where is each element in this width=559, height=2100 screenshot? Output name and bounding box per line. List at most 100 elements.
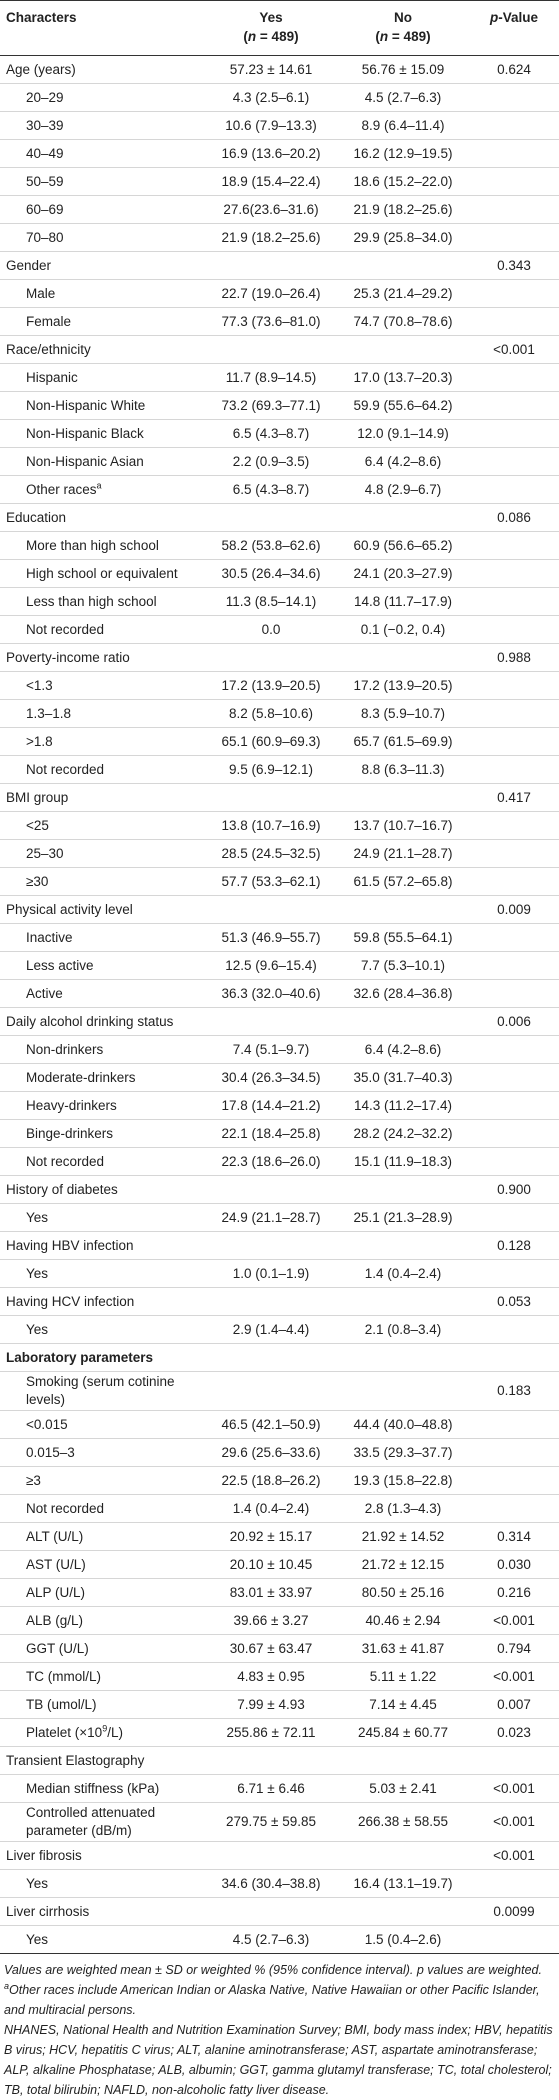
table-row: Binge-drinkers 22.1 (18.4–25.8) 28.2 (24.2… — [0, 1120, 559, 1148]
yes-value: 17.8 (14.4–21.2) — [205, 1092, 337, 1120]
text: 1.4 (0.4–2.4) — [364, 1265, 442, 1281]
text: 16.4 (13.1–19.7) — [353, 1875, 453, 1891]
text: 17.2 (13.9–20.5) — [221, 677, 321, 693]
text: 22.5 (18.8–26.2) — [221, 1472, 321, 1488]
text: 32.6 (28.4–36.8) — [353, 985, 453, 1001]
no-value — [337, 896, 469, 924]
text: 22.7 (19.0–26.4) — [221, 285, 321, 301]
yes-value: 57.7 (53.3–62.1) — [205, 868, 337, 896]
p-value: 0.128 — [469, 1232, 559, 1260]
table-row: Median stiffness (kPa) 6.71 ± 6.46 5.03 ± … — [0, 1775, 559, 1803]
no-value — [337, 1232, 469, 1260]
yes-value: 36.3 (32.0–40.6) — [205, 980, 337, 1008]
text: 266.38 ± 58.55 — [358, 1814, 448, 1829]
row-label: Non-Hispanic White — [0, 392, 205, 420]
no-value — [337, 252, 469, 280]
p-value — [469, 868, 559, 896]
text: 15.1 (11.9–18.3) — [353, 1153, 453, 1169]
text: 1.0 (0.1–1.9) — [232, 1265, 310, 1281]
text: Liver fibrosis — [6, 1847, 82, 1863]
no-value: 44.4 (40.0–48.8) — [337, 1411, 469, 1439]
yes-value — [205, 1176, 337, 1204]
p-value — [469, 420, 559, 448]
p-value — [469, 364, 559, 392]
row-label: Yes — [0, 1260, 205, 1288]
text: 13.8 (10.7–16.9) — [221, 817, 321, 833]
row-label: 60–69 — [0, 196, 205, 224]
p-value — [469, 1148, 559, 1176]
row-label: Liver fibrosis — [0, 1842, 205, 1870]
row-label: More than high school — [0, 532, 205, 560]
text: 29.9 (25.8–34.0) — [353, 229, 453, 245]
text: 0.006 — [497, 1013, 531, 1029]
text: 7.4 (5.1–9.7) — [232, 1041, 310, 1057]
table-row: Liver fibrosis <0.001 — [0, 1842, 559, 1870]
no-value: 2.1 (0.8–3.4) — [337, 1316, 469, 1344]
yes-value — [205, 1288, 337, 1316]
no-value: 29.9 (25.8–34.0) — [337, 224, 469, 252]
text: 0.128 — [497, 1237, 531, 1253]
table-row: Male 22.7 (19.0–26.4) 25.3 (21.4–29.2) — [0, 280, 559, 308]
row-label: GGT (U/L) — [0, 1635, 205, 1663]
text: NHANES, National Health and Nutrition Ex… — [4, 2023, 553, 2097]
p-value: 0.216 — [469, 1579, 559, 1607]
table-row: Yes 1.0 (0.1–1.9) 1.4 (0.4–2.4) — [0, 1260, 559, 1288]
text: ALB (g/L) — [26, 1612, 84, 1628]
p-value — [469, 1064, 559, 1092]
no-value — [337, 504, 469, 532]
text: 29.6 (25.6–33.6) — [221, 1444, 321, 1460]
yes-value — [205, 1008, 337, 1036]
row-label: ALB (g/L) — [0, 1607, 205, 1635]
text: 1.5 (0.4–2.6) — [364, 1931, 442, 1947]
text: Moderate-drinkers — [26, 1069, 136, 1085]
table-row: Inactive 51.3 (46.9–55.7) 59.8 (55.5–64.1) — [0, 924, 559, 952]
no-value: 18.6 (15.2–22.0) — [337, 168, 469, 196]
yes-value: 30.67 ± 63.47 — [205, 1635, 337, 1663]
no-value: 2.8 (1.3–4.3) — [337, 1495, 469, 1523]
no-value: 266.38 ± 58.55 — [337, 1803, 469, 1842]
table-row: 40–49 16.9 (13.6–20.2) 16.2 (12.9–19.5) — [0, 140, 559, 168]
yes-value: 279.75 ± 59.85 — [205, 1803, 337, 1842]
text: Poverty-income ratio — [6, 649, 130, 665]
text: Smoking (serum cotinine levels) — [26, 1374, 175, 1407]
yes-value: 2.2 (0.9–3.5) — [205, 448, 337, 476]
yes-value — [205, 896, 337, 924]
yes-value: 1.4 (0.4–2.4) — [205, 1495, 337, 1523]
row-label: Not recorded — [0, 1148, 205, 1176]
text: 10.6 (7.9–13.3) — [225, 117, 317, 133]
table-row: Laboratory parameters — [0, 1344, 559, 1372]
p-value: <0.001 — [469, 1775, 559, 1803]
table-row: Yes 34.6 (30.4–38.8) 16.4 (13.1–19.7) — [0, 1870, 559, 1898]
yes-value: 58.2 (53.8–62.6) — [205, 532, 337, 560]
p-value: 0.183 — [469, 1372, 559, 1411]
yes-value: 7.99 ± 4.93 — [205, 1691, 337, 1719]
text: 0.015–3 — [26, 1444, 75, 1460]
no-value: 15.1 (11.9–18.3) — [337, 1148, 469, 1176]
text: 44.4 (40.0–48.8) — [353, 1416, 453, 1432]
text: 0.1 (−0.2, 0.4) — [360, 621, 446, 637]
yes-value — [205, 1372, 337, 1411]
row-label: BMI group — [0, 784, 205, 812]
text: 0.023 — [497, 1724, 531, 1740]
text: 0.216 — [497, 1584, 531, 1600]
row-label: Non-drinkers — [0, 1036, 205, 1064]
text: 4.3 (2.5–6.1) — [232, 89, 310, 105]
text: = 489) — [388, 29, 431, 44]
p-value — [469, 840, 559, 868]
row-label: Female — [0, 308, 205, 336]
table-row: Not recorded 9.5 (6.9–12.1) 8.8 (6.3–11.3) — [0, 756, 559, 784]
row-label: Hispanic — [0, 364, 205, 392]
no-value: 6.4 (4.2–8.6) — [337, 1036, 469, 1064]
text: 5.03 ± 2.41 — [369, 1780, 437, 1796]
text: Yes — [26, 1209, 49, 1225]
table-row: Gender 0.343 — [0, 252, 559, 280]
text: Race/ethnicity — [6, 341, 91, 357]
table-row: High school or equivalent 30.5 (26.4–34.6… — [0, 560, 559, 588]
yes-value: 51.3 (46.9–55.7) — [205, 924, 337, 952]
yes-value: 4.3 (2.5–6.1) — [205, 84, 337, 112]
table-row: TC (mmol/L) 4.83 ± 0.95 5.11 ± 1.22 <0.001 — [0, 1663, 559, 1691]
text: 0.794 — [497, 1640, 531, 1656]
yes-value: 17.2 (13.9–20.5) — [205, 672, 337, 700]
text: 0.988 — [497, 649, 531, 665]
table-row: Less active 12.5 (9.6–15.4) 7.7 (5.3–10.1) — [0, 952, 559, 980]
